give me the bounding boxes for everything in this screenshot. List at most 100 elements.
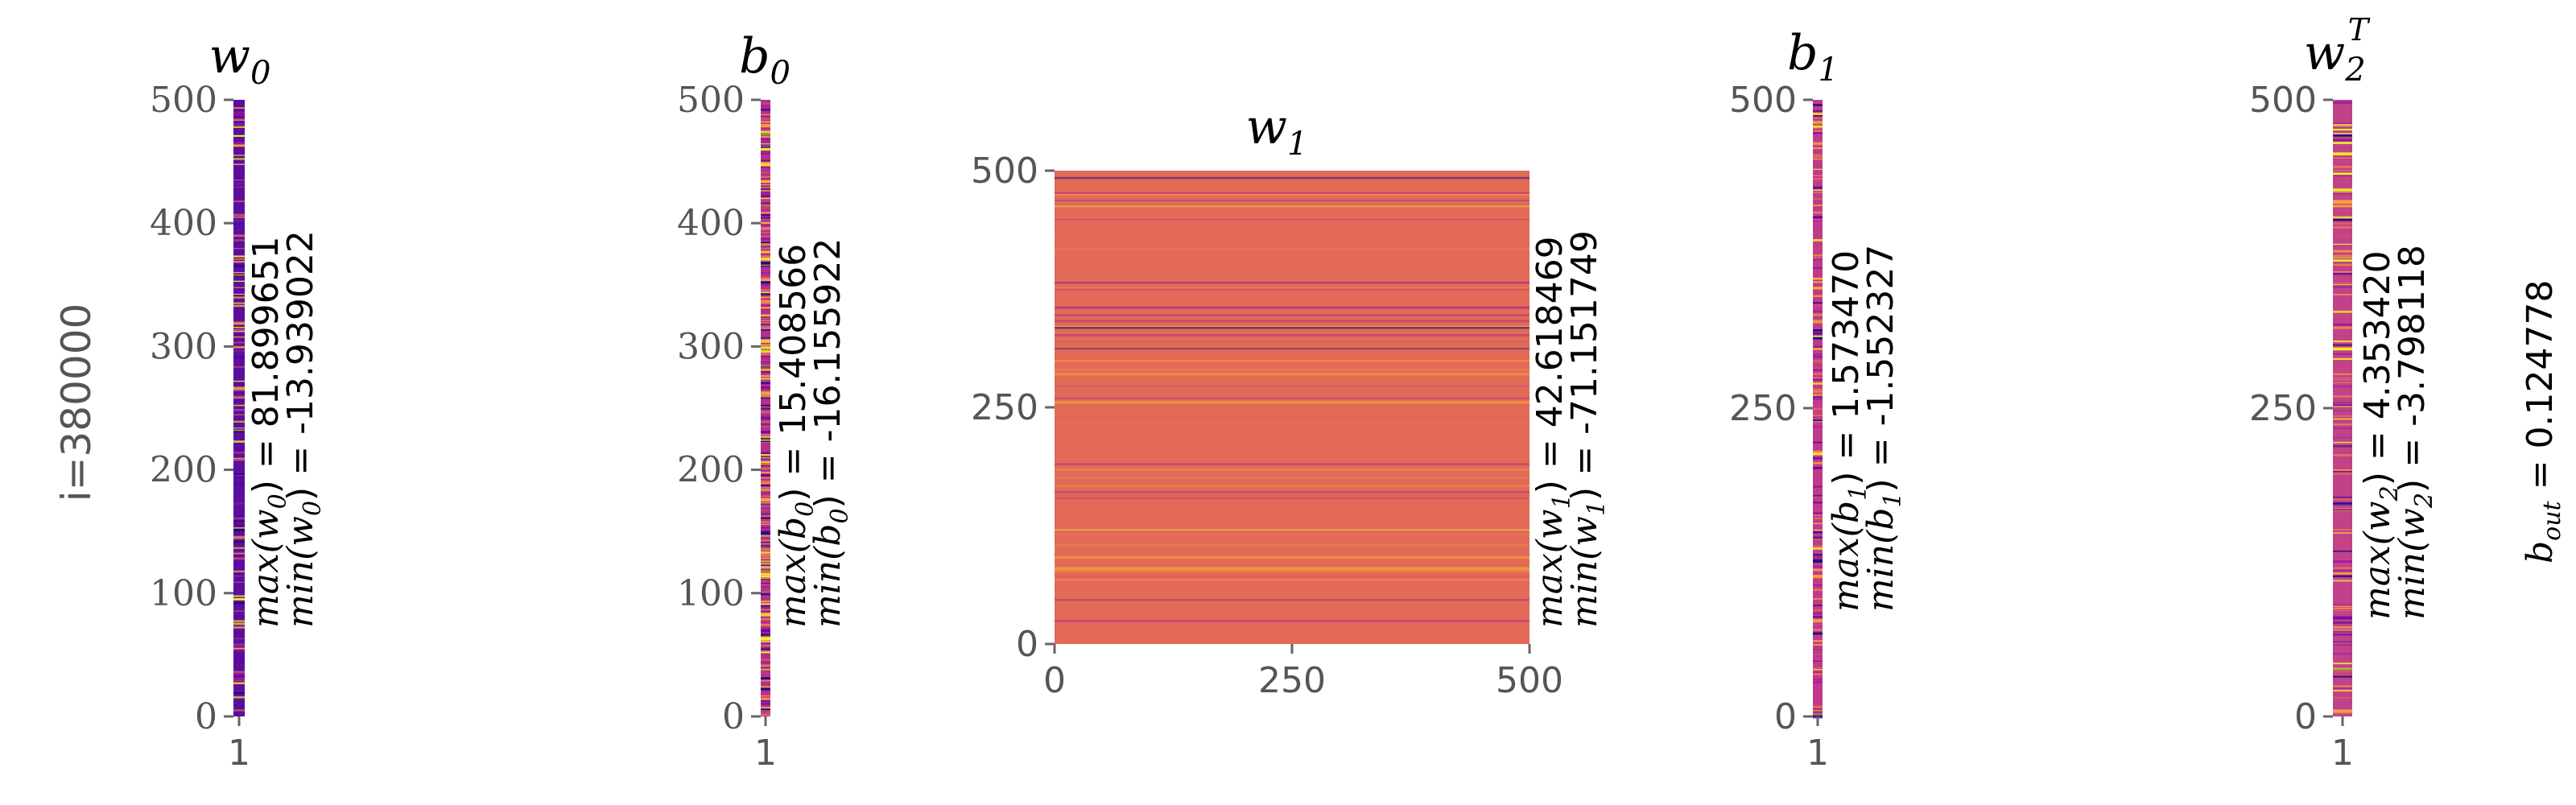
heatmap-w0-stripe: [233, 107, 245, 109]
heatmap-b0-stripe: [761, 222, 770, 224]
heatmap-w2-stripe: [2333, 271, 2352, 273]
panel-w1-stat-max: max(w1) = 42.618469: [1530, 236, 1576, 628]
heatmap-b1-stripe: [1813, 240, 1823, 242]
heatmap-w1-stripe: [1055, 348, 1530, 350]
heatmap-b0-stripe: [761, 289, 770, 291]
heatmap-w0-stripe: [233, 672, 245, 675]
heatmap-b0-stripe: [761, 452, 770, 455]
heatmap-b0-stripe: [761, 504, 770, 506]
heatmap-b0-stripe: [761, 322, 770, 324]
heatmap-b0-stripe: [761, 550, 770, 553]
heatmap-w0-stripe: [233, 404, 245, 407]
heatmap-b0-stripe: [761, 555, 770, 557]
xtick-b0-label: 1: [754, 733, 777, 774]
panel-w1-heatmap: [1055, 171, 1530, 644]
heatmap-w2-stripe: [2333, 345, 2352, 349]
panel-w0-stat-min: min(w0) = -13.939022: [280, 230, 327, 628]
panel-b1: b1 0 250 500 1 max(b1) = 1.573470 min(b1) …: [1729, 25, 1907, 774]
heatmap-b0-stripe: [761, 521, 770, 523]
heatmap-b0-stripe: [761, 698, 770, 700]
heatmap-b1-stripe: [1813, 378, 1823, 380]
heatmap-w2-stripe: [2333, 469, 2352, 471]
heatmap-w0-stripe: [233, 178, 245, 180]
heatmap-w0-stripe: [233, 570, 245, 572]
heatmap-w0-stripe: [233, 528, 245, 531]
heatmap-b0-stripe: [761, 605, 770, 608]
heatmap-b1-stripe: [1813, 178, 1823, 180]
heatmap-b0-stripe: [761, 353, 770, 356]
panel-b1-stats: max(b1) = 1.573470 min(b1) = -1.552327: [1826, 245, 1907, 612]
heatmap-b1-stripe: [1813, 131, 1823, 134]
heatmap-b0-stripe: [761, 661, 770, 663]
heatmap-w2-stripe: [2333, 175, 2352, 177]
heatmap-w2-stripe: [2333, 235, 2352, 238]
heatmap-w2-stripe: [2333, 539, 2352, 542]
heatmap-b1-stripe: [1813, 345, 1823, 348]
heatmap-b0-stripe: [761, 510, 770, 511]
heatmap-b0-stripe: [761, 123, 770, 126]
heatmap-b0-stripe: [761, 567, 770, 570]
heatmap-b0-stripe: [761, 116, 770, 117]
heatmap-w2-stripe: [2333, 341, 2352, 343]
heatmap-w0-stripe: [233, 420, 245, 423]
ytick-b1-label: 0: [1774, 696, 1797, 737]
heatmap-w2-stripe: [2333, 496, 2352, 499]
heatmap-b0-stripe: [761, 272, 770, 275]
heatmap-b0-stripe: [761, 186, 770, 188]
heatmap-b1-stripe: [1813, 421, 1823, 423]
heatmap-b0-stripe: [761, 667, 770, 669]
heatmap-w0-stripe: [233, 302, 245, 304]
heatmap-b0-stripe: [761, 134, 770, 136]
heatmap-w2-stripe: [2333, 487, 2352, 489]
heatmap-w0-stripe: [233, 484, 245, 487]
heatmap-w0-stripe: [233, 334, 245, 336]
heatmap-b1-stripe: [1813, 254, 1823, 257]
heatmap-b0-stripe: [761, 532, 770, 534]
heatmap-w0-stripe: [233, 476, 245, 479]
heatmap-b1-stripe: [1813, 705, 1823, 708]
heatmap-w0-stripe: [233, 287, 245, 288]
heatmap-b1-stripe: [1813, 154, 1823, 156]
heatmap-w0-stripe: [233, 328, 245, 331]
heatmap-b0-stripe: [761, 603, 770, 605]
heatmap-b0-stripe: [761, 557, 770, 559]
panel-w2-yaxis: 0 250 500: [2249, 80, 2333, 737]
heatmap-w0-stripe: [233, 155, 245, 156]
heatmap-b0-stripe: [761, 259, 770, 262]
heatmap-w0-stripe: [233, 331, 245, 332]
heatmap-b0-stripe: [761, 410, 770, 411]
heatmap-b1-stripe: [1813, 461, 1823, 464]
heatmap-w1-stripe: [1055, 398, 1530, 399]
heatmap-b0-stripe: [761, 563, 770, 565]
panel-b1-yaxis: 0 250 500: [1729, 80, 1813, 737]
heatmap-b0-stripe: [761, 152, 770, 155]
heatmap-w2-stripe: [2333, 610, 2352, 612]
panel-b0-yaxis: 0 100 200 300 400 500: [677, 80, 761, 737]
heatmap-b1-stripe: [1813, 450, 1823, 453]
heatmap-b1-stripe: [1813, 117, 1823, 119]
heatmap-b0-stripe: [761, 325, 770, 328]
heatmap-b1-stripe: [1813, 514, 1823, 516]
heatmap-b1-stripe: [1813, 671, 1823, 674]
heatmap-b0-stripe: [761, 190, 770, 192]
heatmap-b0-stripe: [761, 300, 770, 303]
heatmap-b1-stripe: [1813, 559, 1823, 562]
heatmap-b1-stripe: [1813, 419, 1823, 422]
heatmap-b0-stripe: [761, 566, 770, 568]
heatmap-b0-stripe: [761, 174, 770, 176]
heatmap-w0-stripe: [233, 123, 245, 125]
heatmap-b1-stripe: [1813, 536, 1823, 539]
heatmap-w0-stripe: [233, 388, 245, 390]
heatmap-b1-stripe: [1813, 247, 1823, 250]
heatmap-b0-stripe: [761, 613, 770, 615]
heatmap-b0-stripe: [761, 283, 770, 286]
heatmap-w1-stripe: [1055, 569, 1530, 572]
heatmap-w0-stripe: [233, 620, 245, 622]
heatmap-w2-stripe: [2333, 663, 2352, 665]
heatmap-w2-stripe: [2333, 709, 2352, 712]
heatmap-b1-stripe: [1813, 605, 1823, 606]
heatmap-w2-stripe: [2333, 386, 2352, 387]
heatmap-b0-stripe: [761, 576, 770, 580]
heatmap-b0-stripe: [761, 407, 770, 408]
heatmap-w0-stripe: [233, 248, 245, 250]
